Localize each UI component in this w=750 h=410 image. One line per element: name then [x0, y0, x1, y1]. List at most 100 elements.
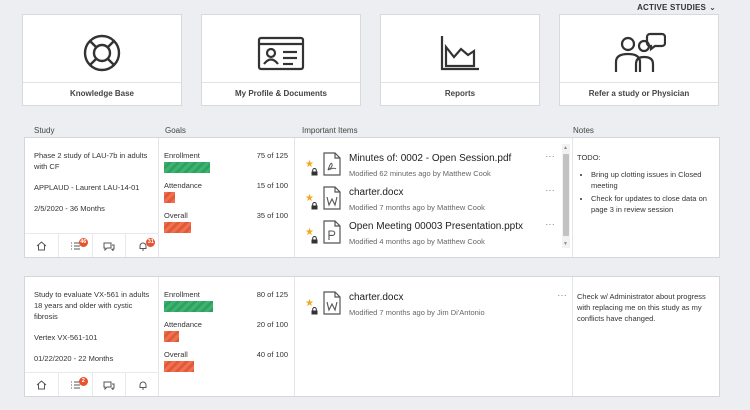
- goal-name: Overall: [164, 211, 188, 220]
- document-meta: Modified 7 months ago by Matthew Cook: [349, 203, 485, 212]
- tile-reports[interactable]: Reports: [380, 14, 540, 106]
- column-header-goals: Goals: [165, 126, 186, 135]
- goal-name: Enrollment: [164, 290, 200, 299]
- more-options-icon[interactable]: ···: [545, 220, 555, 229]
- lock-icon: [311, 168, 318, 176]
- goal-value: 35 of 100: [256, 211, 288, 220]
- word-file-icon: [323, 291, 341, 315]
- pdf-file-icon: [323, 152, 341, 176]
- chevron-down-icon: ⌄: [709, 3, 716, 12]
- notes-bullet: Check for updates to close data on page …: [591, 193, 717, 215]
- tile-label: My Profile & Documents: [202, 82, 360, 105]
- study-protocol: APPLAUD - Laurent LAU-14-01: [34, 183, 140, 192]
- lock-icon: [311, 307, 318, 315]
- more-options-icon[interactable]: ···: [557, 291, 567, 300]
- scroll-up-icon[interactable]: ▲: [563, 145, 568, 151]
- star-icon[interactable]: ★: [305, 298, 314, 309]
- active-studies-label: ACTIVE STUDIES: [637, 3, 707, 12]
- goal-attendance: Attendance 15 of 100: [164, 181, 288, 203]
- tasks-badge: 2: [78, 377, 88, 386]
- area-chart-icon: [381, 25, 539, 81]
- goal-progress-bar: [164, 192, 176, 203]
- star-icon[interactable]: ★: [305, 193, 314, 204]
- study-info: Phase 2 study of LAU-7b in adults with C…: [25, 138, 159, 257]
- study-goals: Enrollment 80 of 125 Attendance 20 of 10…: [159, 277, 295, 396]
- tile-refer[interactable]: Refer a study or Physician: [559, 14, 719, 106]
- scroll-down-icon[interactable]: ▼: [563, 241, 568, 247]
- ppt-file-icon: [323, 220, 341, 244]
- column-header-notes: Notes: [573, 126, 594, 135]
- goal-progress-bar: [164, 301, 213, 312]
- study-title[interactable]: Study to evaluate VX-561 in adults 18 ye…: [34, 290, 150, 321]
- study-title[interactable]: Phase 2 study of LAU-7b in adults with C…: [34, 151, 148, 171]
- people-chat-icon: [560, 25, 718, 81]
- study-notes: Check w/ Administrator about progress wi…: [573, 277, 721, 396]
- document-item[interactable]: ★ charter.docx Modified 7 months ago by …: [305, 186, 555, 218]
- bell-icon: [139, 242, 147, 250]
- goal-name: Overall: [164, 350, 188, 359]
- study-date: 2/5/2020 - 36 Months: [34, 204, 105, 213]
- document-item[interactable]: ★ charter.docx Modified 7 months ago by …: [305, 291, 567, 323]
- tile-label: Knowledge Base: [23, 82, 181, 105]
- study-goals: Enrollment 75 of 125 Attendance 15 of 10…: [159, 138, 295, 257]
- home-button[interactable]: [25, 234, 58, 257]
- messages-button[interactable]: [91, 373, 126, 396]
- star-icon[interactable]: ★: [305, 159, 314, 170]
- goal-value: 75 of 125: [256, 151, 288, 160]
- word-file-icon: [323, 186, 341, 210]
- list-icon: [70, 381, 80, 388]
- alerts-button[interactable]: [125, 373, 159, 396]
- notes-bullet: Bring up clotting issues in Closed meeti…: [591, 169, 717, 191]
- list-icon: [70, 242, 80, 249]
- study-date: 01/22/2020 - 22 Months: [34, 354, 114, 363]
- document-item[interactable]: ★ Minutes of: 0002 - Open Session.pdf Mo…: [305, 152, 555, 184]
- document-meta: Modified 4 months ago by Matthew Cook: [349, 237, 485, 246]
- notes-list: Bring up clotting issues in Closed meeti…: [577, 169, 717, 215]
- scrollbar-thumb[interactable]: [563, 154, 569, 236]
- tasks-badge: 46: [78, 238, 88, 247]
- goal-overall: Overall 35 of 100: [164, 211, 288, 233]
- tasks-button[interactable]: 2: [57, 373, 92, 396]
- chat-icon: [103, 242, 115, 251]
- messages-button[interactable]: [91, 234, 126, 257]
- bell-icon: [139, 381, 147, 389]
- more-options-icon[interactable]: ···: [545, 152, 555, 161]
- goal-overall: Overall 40 of 100: [164, 350, 288, 372]
- tile-label: Reports: [381, 82, 539, 105]
- document-item[interactable]: ★ Open Meeting 00003 Presentation.pptx M…: [305, 220, 555, 252]
- tasks-button[interactable]: 46: [57, 234, 92, 257]
- study-info: Study to evaluate VX-561 in adults 18 ye…: [25, 277, 159, 396]
- tile-knowledge-base[interactable]: Knowledge Base: [22, 14, 182, 106]
- alerts-badge: 31: [146, 238, 156, 247]
- goal-name: Attendance: [164, 320, 202, 329]
- goal-enrollment: Enrollment 75 of 125: [164, 151, 288, 173]
- study-actions: 2: [25, 372, 159, 396]
- tile-my-profile[interactable]: My Profile & Documents: [201, 14, 361, 106]
- goal-value: 40 of 100: [256, 350, 288, 359]
- star-icon[interactable]: ★: [305, 227, 314, 238]
- goal-value: 20 of 100: [256, 320, 288, 329]
- home-icon: [36, 379, 47, 389]
- more-options-icon[interactable]: ···: [545, 186, 555, 195]
- document-name[interactable]: Minutes of: 0002 - Open Session.pdf: [349, 153, 512, 164]
- goal-progress-bar: [164, 331, 180, 342]
- quick-links: Knowledge Base My Profile & Documents Re…: [22, 14, 720, 106]
- document-name[interactable]: charter.docx: [349, 292, 404, 303]
- document-name[interactable]: Open Meeting 00003 Presentation.pptx: [349, 221, 524, 232]
- home-button[interactable]: [25, 373, 58, 396]
- alerts-button[interactable]: 31: [125, 234, 159, 257]
- goal-enrollment: Enrollment 80 of 125: [164, 290, 288, 312]
- home-icon: [36, 240, 47, 250]
- goal-attendance: Attendance 20 of 100: [164, 320, 288, 342]
- lock-icon: [311, 236, 318, 244]
- goal-name: Enrollment: [164, 151, 200, 160]
- goal-progress-bar: [164, 162, 210, 173]
- scrollbar[interactable]: ▲ ▼: [562, 144, 570, 248]
- lock-icon: [311, 202, 318, 210]
- chat-icon: [103, 381, 115, 390]
- document-name[interactable]: charter.docx: [349, 187, 404, 198]
- goal-value: 15 of 100: [256, 181, 288, 190]
- notes-text: Check w/ Administrator about progress wi…: [577, 292, 706, 323]
- goal-value: 80 of 125: [256, 290, 288, 299]
- active-studies-dropdown[interactable]: ACTIVE STUDIES ⌄: [637, 3, 716, 12]
